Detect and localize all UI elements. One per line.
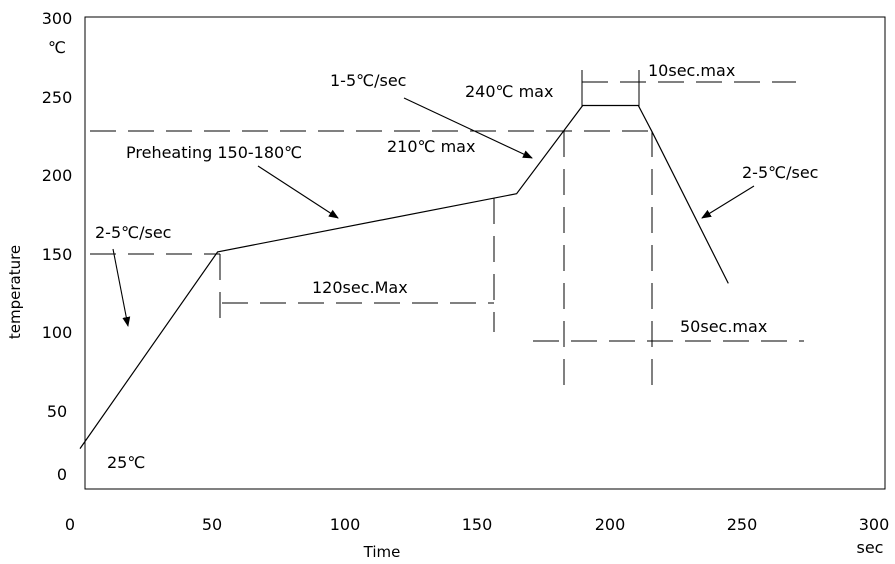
reflow-temp-label: 210℃ max bbox=[387, 137, 475, 156]
y-tick-labels: 0 50 100 150 200 250 300 bbox=[42, 9, 73, 484]
y-tick-label: 300 bbox=[42, 9, 73, 28]
profile-series bbox=[79, 104, 729, 449]
preheating-label: Preheating 150-180℃ bbox=[126, 143, 302, 162]
y-unit-label: ℃ bbox=[48, 38, 66, 57]
annotations: 25℃ 2-5℃/sec Preheating 150-180℃ 120sec.… bbox=[95, 61, 818, 472]
ramp-to-peak-arrow bbox=[403, 97, 533, 159]
x-tick-label: 50 bbox=[202, 515, 222, 534]
guide-lines bbox=[90, 81, 804, 385]
x-tick-label: 200 bbox=[595, 515, 626, 534]
y-tick-label: 100 bbox=[42, 323, 73, 342]
x-tick-label: 250 bbox=[727, 515, 758, 534]
ramp-up-rate-label: 2-5℃/sec bbox=[95, 223, 171, 242]
preheating-arrow bbox=[257, 165, 339, 219]
x-tick-labels: 0 50 100 150 200 250 300 bbox=[65, 515, 889, 534]
peak-brackets bbox=[581, 70, 640, 107]
y-tick-label: 50 bbox=[47, 402, 67, 421]
peak-time-label: 10sec.max bbox=[648, 61, 735, 80]
plot-frame bbox=[84, 16, 886, 490]
y-tick-label: 200 bbox=[42, 166, 73, 185]
x-tick-label: 0 bbox=[65, 515, 75, 534]
cool-down-rate-label: 2-5℃/sec bbox=[742, 163, 818, 182]
ramp-up-arrow bbox=[112, 248, 131, 327]
start-temp-label: 25℃ bbox=[107, 453, 145, 472]
ramp-to-peak-rate-label: 1-5℃/sec bbox=[330, 71, 406, 90]
x-tick-label: 300 bbox=[859, 515, 890, 534]
y-tick-label: 0 bbox=[57, 465, 67, 484]
y-tick-label: 250 bbox=[42, 88, 73, 107]
reflow-time-label: 50sec.max bbox=[680, 317, 767, 336]
preheat-time-label: 120sec.Max bbox=[312, 278, 408, 297]
x-axis-label: Time bbox=[363, 543, 401, 561]
y-axis-label: temperature bbox=[6, 245, 24, 339]
x-tick-label: 150 bbox=[462, 515, 493, 534]
cool-down-arrow bbox=[701, 185, 755, 219]
y-tick-label: 150 bbox=[42, 245, 73, 264]
profile-line bbox=[79, 104, 729, 449]
annotation-arrows bbox=[112, 97, 755, 327]
x-unit-label: sec bbox=[857, 538, 884, 557]
x-tick-label: 100 bbox=[330, 515, 361, 534]
peak-temp-label: 240℃ max bbox=[465, 82, 553, 101]
